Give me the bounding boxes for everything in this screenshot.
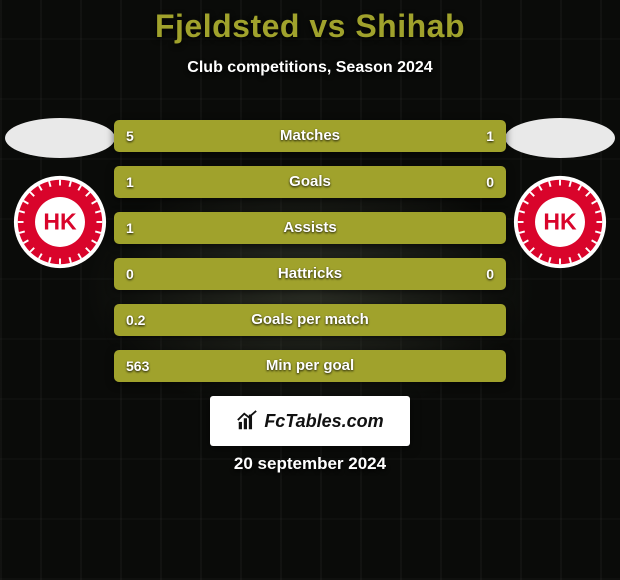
stat-row: 0.2 Goals per match — [114, 304, 506, 336]
svg-text:HK: HK — [43, 209, 77, 235]
right-column: HK — [500, 100, 620, 400]
footer-date: 20 september 2024 — [0, 454, 620, 474]
player-photo-right — [505, 118, 615, 158]
card: Fjeldsted vs Shihab Club competitions, S… — [0, 0, 620, 580]
brand-badge: FcTables.com — [210, 396, 410, 446]
stat-fill-left — [114, 304, 506, 336]
club-badge-left: HK — [12, 174, 108, 270]
stat-row: 1 0 Goals — [114, 166, 506, 198]
stat-fill-right — [404, 120, 506, 152]
subtitle: Club competitions, Season 2024 — [0, 59, 620, 77]
stat-fill-left — [114, 166, 506, 198]
player-photo-left — [5, 118, 115, 158]
stat-fill-left — [114, 350, 506, 382]
stat-fill-left — [114, 120, 404, 152]
stat-row: 5 1 Matches — [114, 120, 506, 152]
stat-row: 1 Assists — [114, 212, 506, 244]
club-badge-right: HK — [512, 174, 608, 270]
chart-icon — [236, 410, 258, 432]
comparison-main: HK HK 5 1 Matches 1 0 Goals 1 — [0, 100, 620, 400]
page-title: Fjeldsted vs Shihab — [0, 8, 620, 45]
left-column: HK — [0, 100, 120, 400]
brand-text: FcTables.com — [264, 411, 383, 432]
stat-fill-left — [114, 258, 506, 290]
stat-bars: 5 1 Matches 1 0 Goals 1 Assists 0 0 Hatt… — [114, 120, 506, 396]
stat-fill-left — [114, 212, 506, 244]
stat-row: 563 Min per goal — [114, 350, 506, 382]
svg-text:HK: HK — [543, 209, 577, 235]
stat-row: 0 0 Hattricks — [114, 258, 506, 290]
